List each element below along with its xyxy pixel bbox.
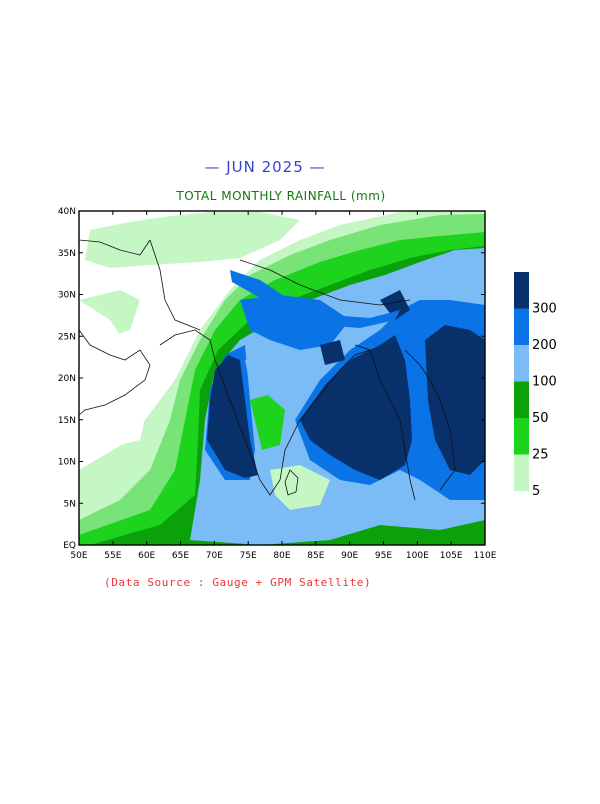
legend-label: 5 xyxy=(532,484,540,499)
color-legend: 5 25 50 100 200 300 xyxy=(514,272,557,499)
month-title: — JUN 2025 — xyxy=(204,158,326,176)
legend-swatch xyxy=(514,345,529,382)
lon-label: 110E xyxy=(474,551,497,561)
lon-label: 60E xyxy=(138,551,155,561)
lon-label: 65E xyxy=(172,551,189,561)
latitude-labels: 40N 35N 30N 25N 20N 15N 10N 5N EQ xyxy=(58,207,76,551)
rainfall-field xyxy=(79,211,485,545)
legend-label: 25 xyxy=(532,448,549,463)
lon-label: 50E xyxy=(70,551,87,561)
lon-label: 100E xyxy=(406,551,429,561)
lon-label: 75E xyxy=(240,551,257,561)
lon-label: 70E xyxy=(206,551,223,561)
lat-label: EQ xyxy=(63,541,76,551)
legend-label: 100 xyxy=(532,375,557,390)
legend-swatch xyxy=(514,272,529,309)
legend-swatch xyxy=(514,454,529,491)
coastlines xyxy=(79,239,456,501)
lat-label: 20N xyxy=(58,374,76,384)
legend-swatch xyxy=(514,418,529,455)
legend-swatch xyxy=(514,308,529,345)
chart-subtitle: TOTAL MONTHLY RAINFALL (mm) xyxy=(176,189,386,203)
longitude-labels: 50E 55E 60E 65E 70E 75E 80E 85E 90E 95E 100E 105E 11… xyxy=(70,551,496,561)
lon-label: 90E xyxy=(341,551,358,561)
axis-ticks xyxy=(78,210,486,546)
lat-label: 10N xyxy=(58,458,76,468)
legend-swatch xyxy=(514,381,529,418)
legend-label: 300 xyxy=(532,302,557,317)
lat-label: 25N xyxy=(58,332,76,342)
lat-label: 40N xyxy=(58,207,76,217)
lat-label: 15N xyxy=(58,416,76,426)
legend-label: 50 xyxy=(532,411,549,426)
lon-label: 85E xyxy=(307,551,324,561)
lat-label: 5N xyxy=(64,499,76,509)
lon-label: 55E xyxy=(104,551,121,561)
lon-label: 105E xyxy=(440,551,463,561)
lat-label: 30N xyxy=(58,291,76,301)
legend-label: 200 xyxy=(532,338,557,353)
data-source-note: (Data Source : Gauge + GPM Satellite) xyxy=(104,576,372,589)
lon-label: 80E xyxy=(273,551,290,561)
lat-label: 35N xyxy=(58,249,76,259)
lon-label: 95E xyxy=(375,551,392,561)
